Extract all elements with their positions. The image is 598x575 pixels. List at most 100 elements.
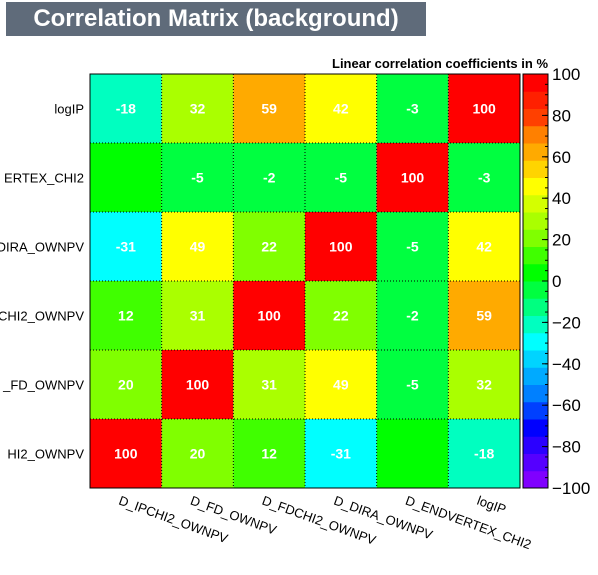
colorbar-segment [523, 436, 548, 454]
cell-value-label: 100 [186, 377, 210, 393]
colorbar-tick-label: 20 [552, 231, 571, 250]
cell-value-label: -5 [335, 170, 348, 186]
heatmap-cell [376, 419, 449, 488]
colorbar-tick-label: −100 [552, 479, 590, 498]
heatmap-cell [90, 143, 162, 212]
colorbar-segment [523, 281, 548, 299]
cell-value-label: -31 [116, 239, 136, 255]
colorbar-tick-label: −20 [552, 313, 581, 332]
heatmap-cell [448, 212, 520, 281]
title-box: Correlation Matrix (background) [6, 2, 426, 36]
colorbar-tick-label: 40 [552, 189, 571, 208]
colorbar-segment [523, 298, 548, 316]
heatmap-cell [376, 281, 449, 350]
colorbar-tick-label: 60 [552, 148, 571, 167]
heatmap-cell [233, 281, 305, 350]
colorbar-segment [523, 229, 548, 247]
colorbar-segment [523, 350, 548, 368]
y-axis-tick-label: ERTEX_CHI2 [4, 171, 84, 186]
cell-value-label: 49 [333, 377, 349, 393]
y-axis-tick-label: logIP [54, 102, 84, 117]
x-axis-tick-label: logIP [475, 493, 508, 517]
colorbar-segment [523, 160, 548, 178]
cell-value-label: 42 [476, 239, 492, 255]
x-axis-tick-label: D_ENDVERTEX_CHI2 [403, 493, 533, 552]
colorbar-segment [523, 143, 548, 161]
cell-value-label: 31 [190, 308, 206, 324]
colorbar-segment [523, 212, 548, 230]
cell-value-label: 12 [261, 446, 277, 462]
y-axis-tick-label: _FD_OWNPV [2, 378, 84, 393]
heatmap-cell [376, 212, 449, 281]
colorbar-segment [523, 263, 548, 282]
heatmap-cell [305, 281, 377, 350]
colorbar-segment [523, 108, 548, 127]
heatmap-cell [305, 74, 377, 143]
y-axis-tick-label: CHI2_OWNPV [0, 309, 84, 324]
heatmap-cell [161, 350, 234, 419]
cell-value-label: -18 [474, 446, 494, 462]
cell-value-label: 12 [118, 308, 134, 324]
cell-value-label: 49 [190, 239, 206, 255]
heatmap-cell [233, 350, 305, 419]
heatmap-cell [448, 281, 520, 350]
cell-value-label: -31 [331, 446, 351, 462]
colorbar-segment [523, 194, 548, 213]
cell-value-label: 100 [329, 239, 353, 255]
heatmap-cell [305, 419, 377, 488]
colorbar-segment [523, 74, 548, 92]
heatmap-cell [448, 74, 520, 143]
heatmap-cell [161, 281, 234, 350]
colorbar-segment [523, 125, 548, 144]
cell-value-label: -3 [478, 170, 491, 186]
heatmap-cell [305, 143, 377, 212]
heatmap-cell [233, 212, 305, 281]
colorbar-segment [523, 384, 548, 403]
heatmap-cell [233, 143, 305, 212]
colorbar-tick-label: −80 [552, 438, 581, 457]
cell-value-label: 100 [114, 446, 138, 462]
y-axis-tick-label: DIRA_OWNPV [0, 240, 84, 255]
heatmap-cell [90, 350, 162, 419]
heatmap-cell [448, 143, 520, 212]
heatmap-cell [448, 350, 520, 419]
colorbar-segment [523, 91, 548, 109]
heatmap-cell [161, 419, 234, 488]
cell-value-label: 32 [476, 377, 492, 393]
cell-value-label: 100 [472, 101, 496, 117]
chart-title: Correlation Matrix (background) [33, 5, 399, 32]
heatmap-cell [233, 419, 305, 488]
cell-value-label: 20 [190, 446, 206, 462]
colorbar-segment [523, 470, 548, 489]
heatmap-cell [90, 74, 162, 143]
cell-value-label: 100 [401, 170, 425, 186]
y-axis-tick-label: HI2_OWNPV [7, 447, 84, 462]
cell-value-label: 100 [257, 308, 281, 324]
cell-value-label: 31 [261, 377, 277, 393]
heatmap-cell [161, 143, 234, 212]
cell-value-label: 42 [333, 101, 349, 117]
cell-value-label: 22 [333, 308, 349, 324]
heatmap-cell [305, 212, 377, 281]
colorbar-segment [523, 453, 548, 472]
chart-subtitle: Linear correlation coefficients in % [332, 56, 548, 71]
colorbar-segment [523, 332, 548, 351]
heatmap-cell [161, 212, 234, 281]
colorbar-segment [523, 246, 548, 265]
heatmap-cell [305, 350, 377, 419]
heatmap-cell [90, 419, 162, 488]
cell-value-label: -2 [406, 308, 419, 324]
cell-value-label: -5 [406, 239, 419, 255]
colorbar-tick-label: 80 [552, 106, 571, 125]
colorbar-tick-label: −60 [552, 396, 581, 415]
cell-value-label: -5 [191, 170, 204, 186]
heatmap-cell [376, 74, 449, 143]
colorbar-segment [523, 367, 548, 385]
cell-value-label: -2 [263, 170, 276, 186]
heatmap-cell [90, 281, 162, 350]
colorbar-tick-label: 100 [552, 65, 580, 84]
heatmap-cell [233, 74, 305, 143]
cell-value-label: 59 [261, 101, 277, 117]
plot-frame [89, 73, 521, 489]
heatmap-cell [161, 74, 234, 143]
